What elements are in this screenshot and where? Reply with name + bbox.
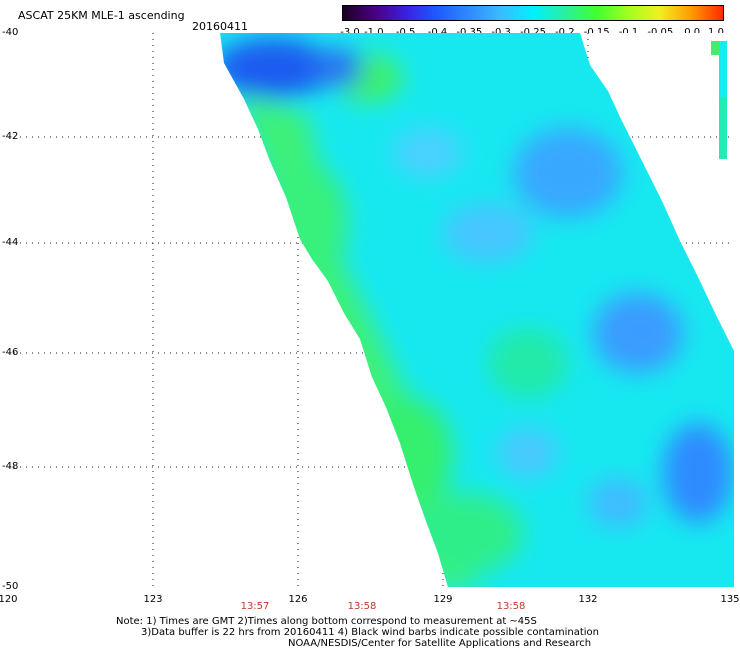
color-scale-tick-label: -0.35: [456, 27, 482, 38]
color-scale-tick-label: -3.0: [340, 27, 360, 38]
color-scale-tick-label: -0.05: [647, 27, 673, 38]
time-label: 13:58: [347, 601, 377, 612]
lat-label: -42: [2, 131, 19, 142]
color-scale-tick-label: -0.5: [396, 27, 416, 38]
lon-label: 135: [720, 594, 740, 605]
lon-label: 129: [433, 594, 453, 605]
swath-fragment-east: [711, 41, 727, 159]
color-scale-tick-label: -0.3: [491, 27, 511, 38]
scatterometer-swath: [220, 33, 734, 587]
color-scale-tick-label: -1.0: [364, 27, 384, 38]
lat-label: -46: [2, 347, 19, 358]
color-scale-tick-label: 0.0: [684, 27, 700, 38]
note-line-3: NOAA/NESDIS/Center for Satellite Applica…: [288, 638, 592, 649]
wind-swath-map: [8, 33, 734, 587]
lat-label: -40: [2, 27, 19, 38]
lat-label: -48: [2, 461, 19, 472]
color-scale-tick-label: -0.1: [619, 27, 639, 38]
color-scale-bar: [342, 5, 724, 21]
lon-label: 120: [0, 594, 18, 605]
color-scale-tick-label: -0.15: [584, 27, 610, 38]
lat-label: -50: [2, 581, 19, 592]
color-scale-tick-label: -0.4: [428, 27, 448, 38]
lon-label: 126: [288, 594, 308, 605]
lat-label: -44: [2, 237, 19, 248]
color-scale-tick-label: -0.2: [555, 27, 575, 38]
map-canvas: [8, 33, 734, 587]
color-scale-tick-label: 1.0: [708, 27, 724, 38]
note-line-1: Note: 1) Times are GMT 2)Times along bot…: [116, 616, 537, 627]
time-label: 13:58: [496, 601, 526, 612]
map-date: 20160411: [192, 20, 248, 33]
time-label: 13:57: [240, 601, 270, 612]
note-line-2: 3)Data buffer is 22 hrs from 20160411 4)…: [141, 627, 599, 638]
lon-label: 132: [578, 594, 598, 605]
color-scale-tick-label: -0.25: [520, 27, 546, 38]
map-title: ASCAT 25KM MLE-1 ascending: [18, 9, 185, 22]
lon-label: 123: [143, 594, 163, 605]
